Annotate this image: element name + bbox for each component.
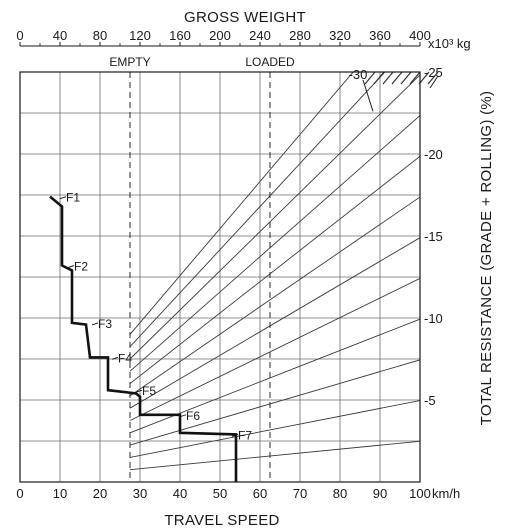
bottom-tick-label: 20: [93, 486, 107, 501]
resistance-line: [129, 277, 420, 421]
hatch-line: [364, 71, 376, 85]
right-axis-title: TOTAL RESISTANCE (GRADE + ROLLING) (%): [478, 91, 495, 426]
hatch-line: [362, 79, 374, 112]
bottom-axis-unit: km/h: [432, 486, 460, 501]
resistance-line: [129, 155, 420, 384]
hatch-line: [409, 71, 421, 85]
weight-markers: [129, 72, 271, 482]
hatch-line: [391, 71, 403, 85]
top-tick-label: 160: [169, 28, 191, 43]
top-axis-title: GROSS WEIGHT: [184, 9, 306, 26]
hatch-line: [429, 75, 439, 89]
ticks: [19, 42, 421, 47]
resistance-line: [129, 74, 420, 360]
bottom-axis-title: TRAVEL SPEED: [164, 512, 279, 529]
gear-leader: [111, 356, 119, 360]
right-tick-label: -5: [424, 393, 436, 408]
bottom-tick-label: 40: [173, 486, 187, 501]
resistance-line: [129, 359, 420, 446]
bottom-tick-label: 80: [333, 486, 347, 501]
bottom-tick-label: 100: [409, 486, 431, 501]
retarder-curve: [49, 195, 238, 482]
bottom-tick-label: 70: [293, 486, 307, 501]
gear-leader: [179, 414, 187, 418]
hatch-line: [400, 71, 412, 85]
right-tick-label: -20: [424, 147, 443, 162]
top-tick-label: 240: [249, 28, 271, 43]
top-tick-label: 40: [53, 28, 67, 43]
gear-leader: [67, 265, 75, 268]
hatch-line: [382, 71, 394, 85]
resistance-line: [129, 114, 420, 372]
gear-label: F6: [186, 409, 200, 423]
top-tick-label: 320: [329, 28, 351, 43]
top-tick-label: 120: [129, 28, 151, 43]
right-tick-label: -25: [424, 65, 443, 80]
hatch-line: [418, 71, 430, 85]
hatched-zone: [362, 71, 439, 112]
gear-label: F3: [98, 317, 112, 331]
resistance-lines: [129, 72, 420, 471]
top-tick-label: 80: [93, 28, 107, 43]
gear-label: F7: [238, 428, 252, 442]
top-tick-label: 360: [369, 28, 391, 43]
hatch-line: [427, 71, 439, 85]
gear-label: F4: [118, 351, 132, 365]
resistance-line: [129, 400, 420, 458]
top-tick-label: 280: [289, 28, 311, 43]
plot-frame: [19, 71, 421, 483]
resistance-line: [129, 237, 420, 409]
resistance-line: [129, 196, 420, 397]
marker-label: LOADED: [245, 55, 295, 69]
hatch-line: [373, 71, 385, 85]
bottom-tick-label: 0: [16, 486, 23, 501]
bottom-tick-label: 30: [133, 486, 147, 501]
bottom-tick-label: 90: [373, 486, 387, 501]
resistance-line: [129, 440, 420, 471]
resistance-line: [129, 72, 354, 335]
frame: [19, 71, 421, 483]
resistance-max-label: -30: [349, 67, 368, 82]
gear-leader: [135, 389, 143, 393]
bottom-tick-label: 10: [53, 486, 67, 501]
top-tick-label: 400: [409, 28, 431, 43]
marker-label: EMPTY: [109, 55, 150, 69]
gear-leader: [59, 196, 67, 200]
gear-label: F5: [142, 384, 156, 398]
gear-leader: [231, 434, 239, 437]
bottom-tick-label: 60: [253, 486, 267, 501]
right-tick-label: -15: [424, 229, 443, 244]
bottom-tick-label: 50: [213, 486, 227, 501]
gear-label: F2: [74, 260, 88, 274]
top-tick-label: 200: [209, 28, 231, 43]
retarder-curve-layer: [49, 195, 239, 482]
right-tick-label: -10: [424, 311, 443, 326]
top-axis-unit: x10³ kg: [428, 36, 471, 51]
top-tick-label: 0: [16, 28, 23, 43]
gear-label: F1: [66, 191, 80, 205]
gear-leader: [91, 322, 99, 326]
